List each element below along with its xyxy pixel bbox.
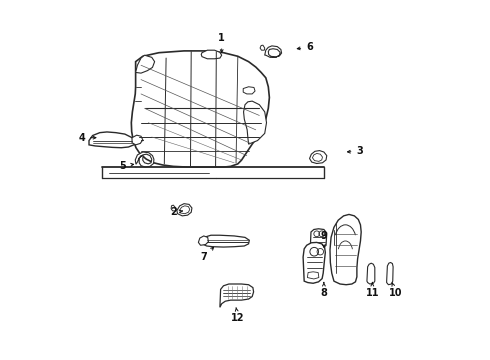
Text: 3: 3 <box>347 146 363 156</box>
Text: 8: 8 <box>320 282 327 298</box>
Polygon shape <box>177 204 192 216</box>
Polygon shape <box>330 215 361 285</box>
Text: 6: 6 <box>297 42 313 52</box>
Text: 2: 2 <box>170 207 182 217</box>
Polygon shape <box>387 262 393 285</box>
Polygon shape <box>303 242 325 283</box>
Polygon shape <box>265 46 282 57</box>
Text: 5: 5 <box>120 161 134 171</box>
Polygon shape <box>131 51 270 167</box>
Polygon shape <box>313 153 322 161</box>
Polygon shape <box>135 152 154 167</box>
Text: 9: 9 <box>320 231 327 247</box>
Polygon shape <box>220 284 254 307</box>
Polygon shape <box>132 135 143 145</box>
Text: 12: 12 <box>231 307 245 323</box>
Polygon shape <box>136 55 155 73</box>
Polygon shape <box>171 205 176 211</box>
Polygon shape <box>310 229 327 249</box>
Text: 1: 1 <box>219 33 225 53</box>
Text: 11: 11 <box>366 282 379 298</box>
Polygon shape <box>310 150 327 163</box>
Polygon shape <box>260 45 265 50</box>
Polygon shape <box>204 235 249 247</box>
Text: 7: 7 <box>200 247 214 262</box>
Text: 10: 10 <box>389 283 402 298</box>
Polygon shape <box>244 101 267 144</box>
Polygon shape <box>180 206 190 214</box>
Polygon shape <box>307 272 319 279</box>
Polygon shape <box>367 263 375 284</box>
Polygon shape <box>89 132 136 148</box>
Polygon shape <box>198 236 208 245</box>
Polygon shape <box>243 87 255 94</box>
Text: 4: 4 <box>78 133 96 143</box>
Polygon shape <box>201 50 221 59</box>
